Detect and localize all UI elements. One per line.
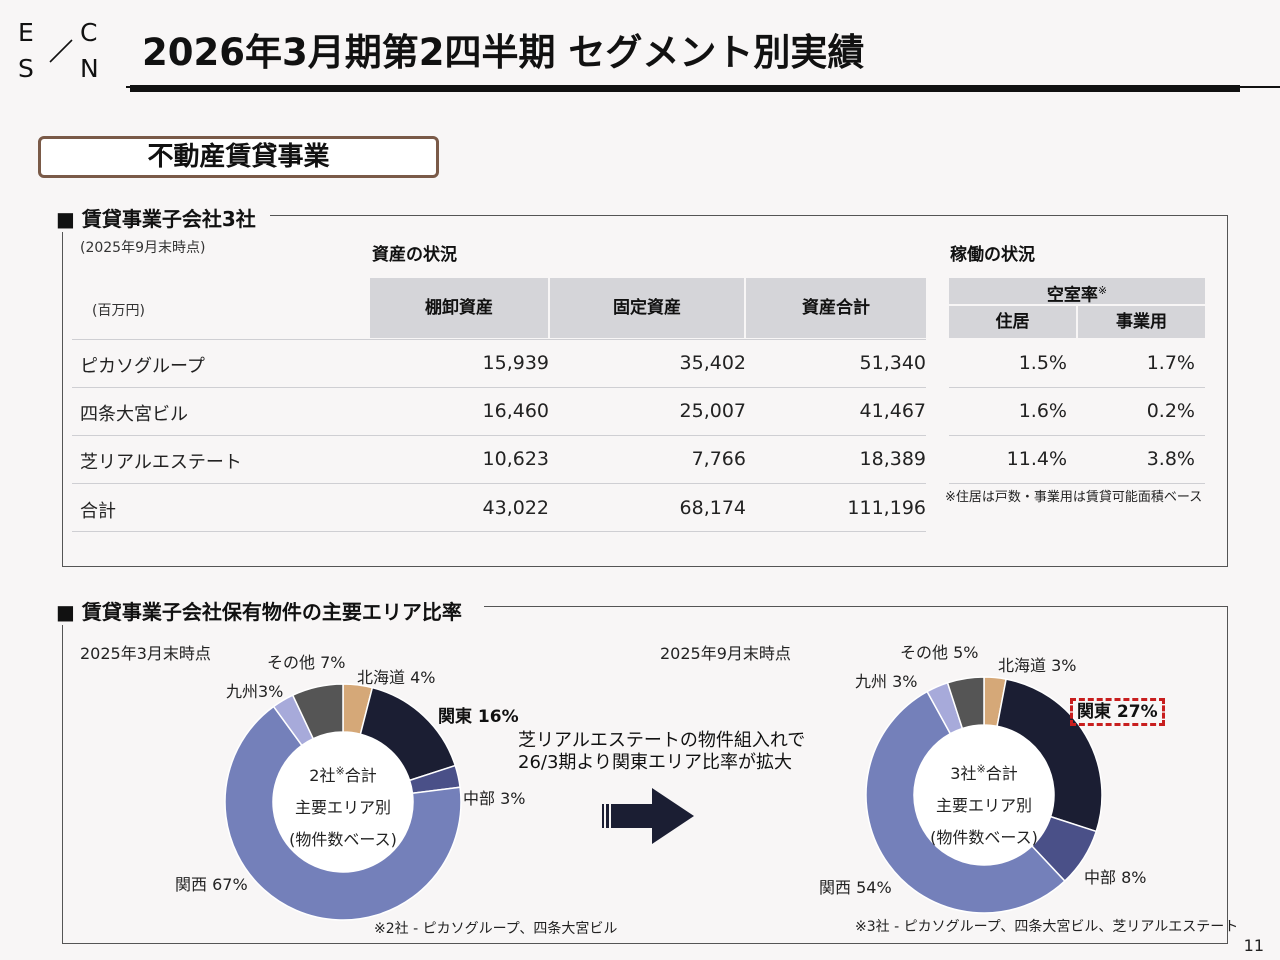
cell-residential: 1.5%	[1018, 352, 1067, 374]
logo-slash	[49, 39, 73, 63]
page-number: 11	[1243, 936, 1264, 955]
row-name: 芝リアルエステート	[80, 452, 242, 473]
occupancy-caption: 稼働の状況	[950, 245, 1035, 265]
chart1-center-line1: 2社※合計	[283, 762, 403, 786]
cell-inventory: 15,939	[482, 352, 549, 374]
chart2-center-line2: 主要エリア別	[935, 796, 1032, 815]
row-name: ピカソグループ	[80, 356, 205, 377]
logo-letter-n: N	[80, 54, 99, 83]
chart1-center-suffix: 合計	[344, 766, 377, 785]
cell-residential: 11.4%	[1006, 448, 1067, 470]
row-divider	[72, 339, 926, 340]
chart1-label-other: その他 7%	[267, 653, 346, 672]
row-name-total: 合計	[80, 501, 116, 522]
area-heading: ■ 賃貸事業子会社保有物件の主要エリア比率	[56, 596, 484, 625]
chart2-center-mark: ※	[976, 762, 986, 776]
chart2-center-line1: 3社※合計	[924, 760, 1044, 784]
chart1-hole	[273, 732, 413, 872]
row-divider	[949, 387, 1205, 388]
chart2-label-hokkaido: 北海道 3%	[998, 656, 1077, 675]
cell-total: 41,467	[859, 400, 926, 422]
chart1-title: 2025年3月末時点	[80, 644, 211, 663]
cell-inventory: 16,460	[482, 400, 549, 422]
cell-inventory: 43,022	[482, 497, 549, 519]
expansion-message: 芝リアルエステートの物件組入れで 26/3期より関東エリア比率が拡大	[518, 730, 805, 774]
col-header-total: 資産合計	[746, 278, 926, 338]
chart2-title: 2025年9月末時点	[660, 644, 791, 663]
col-header-fixed: 固定資産	[550, 278, 744, 338]
col-header-business: 事業用	[1078, 306, 1205, 338]
as-of-date: (2025年9月末時点)	[80, 240, 206, 256]
cell-fixed: 7,766	[691, 448, 746, 470]
chart1-center-mark: ※	[335, 764, 345, 778]
chart1-center-line2: 主要エリア別	[294, 798, 391, 817]
cell-fixed: 35,402	[679, 352, 746, 374]
chart2-label-other: その他 5%	[900, 643, 979, 662]
col-header-vacancy: 空室率※	[949, 278, 1205, 306]
row-divider	[72, 387, 926, 388]
subsidiaries-heading: ■ 賃貸事業子会社3社	[56, 203, 270, 232]
row-divider	[949, 435, 1205, 436]
chart2-center-suffix: 合計	[985, 764, 1018, 783]
cell-residential: 1.6%	[1018, 400, 1067, 422]
vacancy-header-mark: ※	[1097, 284, 1108, 297]
chart2-label-kanto-highlight: 関東 27%	[1070, 698, 1165, 726]
chart1-footnote: ※2社 - ピカソグループ、四条大宮ビル	[374, 921, 618, 937]
chart1-label-kanto: 関東 16%	[438, 707, 519, 727]
row-divider	[72, 483, 926, 484]
logo-letter-s: S	[18, 54, 34, 83]
donut-chart-march	[224, 683, 462, 921]
chart2-label-chubu: 中部 8%	[1084, 868, 1147, 887]
chart1-label-kyushu: 九州3%	[226, 682, 284, 701]
chart2-hole	[914, 725, 1054, 865]
section-title: 不動産賃貸事業	[38, 136, 439, 178]
donut-chart-september	[865, 676, 1103, 914]
expansion-message-line1: 芝リアルエステートの物件組入れで	[518, 730, 806, 751]
cell-business: 1.7%	[1146, 352, 1195, 374]
cell-fixed: 25,007	[679, 400, 746, 422]
logo-letter-e: E	[18, 18, 34, 47]
vacancy-header-text: 空室率	[1046, 285, 1098, 306]
cell-business: 3.8%	[1146, 448, 1195, 470]
chart2-footnote: ※3社 - ピカソグループ、四条大宮ビル、芝リアルエステート	[855, 919, 1239, 935]
row-divider	[949, 483, 1205, 484]
chart2-label-kansai: 関西 54%	[819, 878, 892, 897]
subsidiaries-panel	[62, 215, 1228, 567]
chart2-center: 3社※合計 主要エリア別 (物件数ベース)	[924, 760, 1044, 848]
chart1-label-kansai: 関西 67%	[175, 875, 248, 894]
col-header-residential: 住居	[949, 306, 1076, 338]
cell-total: 111,196	[847, 497, 926, 519]
chart1-center: 2社※合計 主要エリア別 (物件数ベース)	[283, 762, 403, 850]
chart1-center-prefix: 2社	[309, 766, 336, 785]
row-divider	[72, 435, 926, 436]
asset-caption: 資産の状況	[372, 245, 457, 265]
chart1-label-hokkaido: 北海道 4%	[357, 668, 436, 687]
col-header-inventory: 棚卸資産	[370, 278, 548, 338]
chart2-center-prefix: 3社	[950, 764, 977, 783]
chart1-label-chubu: 中部 3%	[463, 789, 526, 808]
unit-label: (百万円)	[92, 303, 145, 319]
chart1-center-line3: (物件数ベース)	[289, 830, 397, 849]
chart2-center-line3: (物件数ベース)	[930, 828, 1038, 847]
chart2-label-kyushu: 九州 3%	[855, 672, 918, 691]
title-rule-thick	[130, 85, 1240, 92]
cell-total: 51,340	[859, 352, 926, 374]
arrow-right-icon	[602, 788, 694, 844]
expansion-message-line2: 26/3期より関東エリア比率が拡大	[518, 752, 793, 773]
company-logo: E C S N	[18, 20, 106, 84]
logo-letter-c: C	[80, 18, 98, 47]
vacancy-note: ※住居は戸数・事業用は賃貸可能面積ベース	[945, 490, 1203, 505]
cell-total: 18,389	[859, 448, 926, 470]
row-divider	[72, 531, 926, 532]
cell-inventory: 10,623	[482, 448, 549, 470]
page-title: 2026年3月期第2四半期 セグメント別実績	[142, 31, 865, 74]
row-name: 四条大宮ビル	[80, 404, 188, 425]
cell-business: 0.2%	[1146, 400, 1195, 422]
cell-fixed: 68,174	[679, 497, 746, 519]
